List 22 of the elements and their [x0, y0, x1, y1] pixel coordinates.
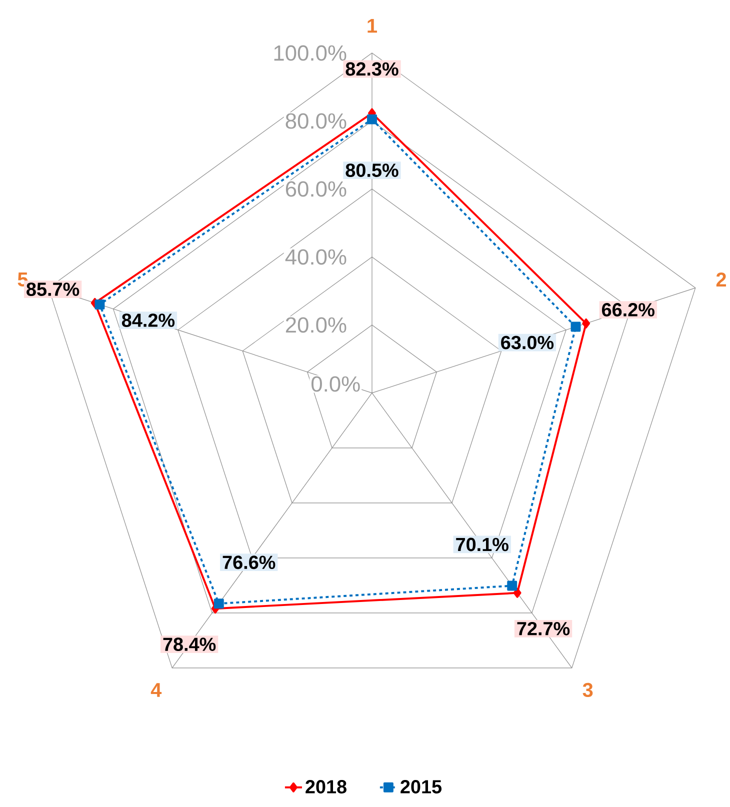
y-tick-label: 20.0%: [286, 317, 346, 333]
data-label: 78.4%: [163, 638, 216, 652]
legend-label: 2015: [400, 780, 442, 794]
y-tick-label: 100.0%: [274, 45, 346, 61]
data-label: 72.7%: [517, 622, 570, 636]
spoke-label: 3: [582, 682, 593, 698]
data-label: 80.5%: [346, 164, 398, 178]
y-tick-label: 0.0%: [311, 376, 360, 392]
legend-label: 2018: [306, 780, 346, 794]
spoke-label: 1: [368, 18, 377, 33]
data-label: 84.2%: [122, 314, 174, 327]
data-label: 70.1%: [456, 538, 508, 552]
spoke-label: 2: [716, 272, 726, 286]
data-label: 63.0%: [501, 336, 554, 350]
data-label: 66.2%: [602, 303, 654, 316]
y-tick-label: 80.0%: [286, 113, 346, 129]
data-label: 85.7%: [26, 282, 80, 296]
y-tick-label: 60.0%: [286, 181, 346, 197]
data-label: 82.3%: [346, 62, 398, 76]
spoke-label: 4: [150, 683, 162, 697]
y-tick-label: 40.0%: [285, 249, 346, 265]
data-label: 76.6%: [222, 556, 276, 570]
